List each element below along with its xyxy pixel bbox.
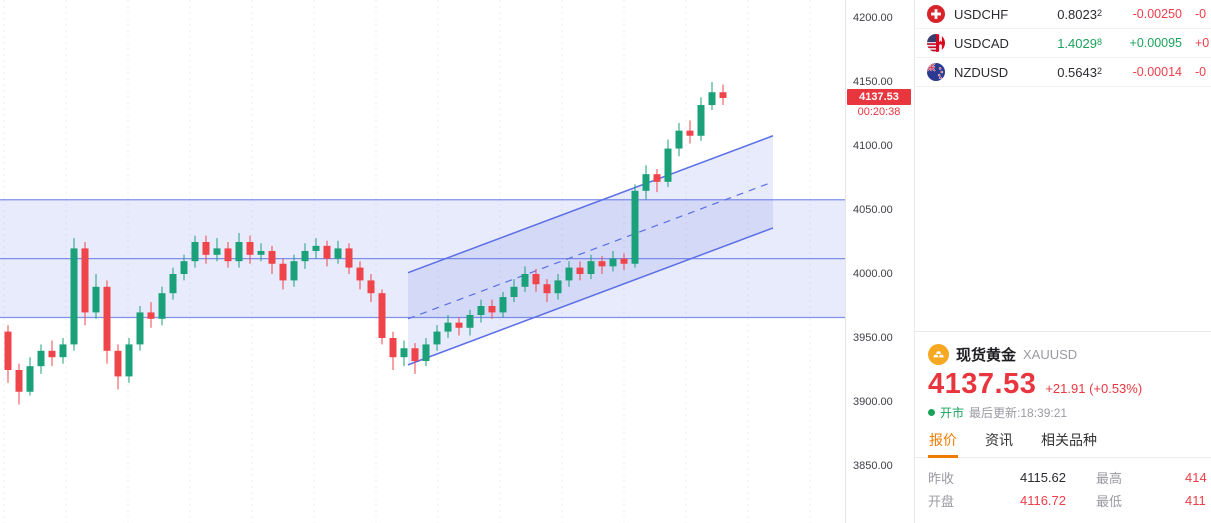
axis-price-label: 4000.00: [853, 268, 893, 280]
panel-spacer: [915, 87, 1211, 331]
instrument-symbol: XAUUSD: [1023, 347, 1078, 362]
market-status: 开市: [940, 406, 965, 420]
watchlist-price: 0.56432: [1057, 64, 1102, 80]
tab-quotes[interactable]: 报价: [928, 430, 958, 458]
instrument-name: 现货黄金: [956, 347, 1017, 364]
gold-coin-icon: [928, 344, 949, 365]
last-update: 最后更新:18:39:21: [969, 406, 1068, 420]
watchlist-change: -0.00014: [1132, 65, 1182, 79]
stat-value: 4115.62: [1019, 470, 1066, 485]
switzerland-flag-icon: [927, 5, 945, 23]
stat-row: 昨收 4115.62 最高 414: [928, 466, 1211, 489]
candlestick-chart[interactable]: [0, 0, 845, 523]
quote-panel: 现货黄金 XAUUSD 4137.53 +21.91 (+0.53%) 开市 最…: [915, 331, 1211, 523]
right-panel: USDCHF 0.80232 -0.00250 -0 USDCAD 1.40298 +0.0…: [914, 0, 1211, 523]
watchlist-symbol: USDCAD: [954, 35, 1009, 51]
price-change: +21.91 (+0.53%): [1045, 381, 1143, 396]
usa-canada-flag-icon: [927, 34, 945, 52]
stat-row: 开盘 4116.72 最低 411: [928, 489, 1211, 512]
axis-price-label: 4050.00: [853, 204, 893, 216]
watchlist-row-usdchf[interactable]: USDCHF 0.80232 -0.00250 -0: [915, 0, 1211, 29]
last-price: 4137.53: [928, 368, 1037, 400]
watchlist-change: +0.00095: [1129, 36, 1182, 50]
axis-price-label: 4200.00: [853, 12, 893, 24]
watchlist-symbol: NZDUSD: [954, 64, 1009, 80]
watchlist-price: 0.80232: [1057, 6, 1102, 22]
watchlist-row-nzdusd[interactable]: NZDUSD 0.56432 -0.00014 -0: [915, 58, 1211, 87]
tab-related[interactable]: 相关品种: [1041, 432, 1097, 448]
stat-label: 最低: [1096, 494, 1123, 509]
tab-news[interactable]: 资讯: [985, 432, 1013, 448]
market-open-dot-icon: [928, 409, 935, 416]
quote-stats: 昨收 4115.62 最高 414 开盘 4116.72 最低 411: [928, 466, 1211, 512]
quote-tabs: 报价 资讯 相关品种: [915, 430, 1211, 458]
stat-value: 4116.72: [1019, 493, 1066, 508]
watchlist-symbol: USDCHF: [954, 6, 1009, 22]
watchlist-row-usdcad[interactable]: USDCAD 1.40298 +0.00095 +0: [915, 29, 1211, 58]
axis-price-label: 3900.00: [853, 396, 893, 408]
watchlist-change-pct-clipped: -0: [1195, 7, 1207, 21]
axis-price-label: 3950.00: [853, 332, 893, 344]
stat-label: 开盘: [928, 494, 955, 509]
axis-price-label: 4150.00: [853, 76, 893, 88]
watchlist-change: -0.00250: [1132, 7, 1182, 21]
quote-price-row: 4137.53 +21.91 (+0.53%): [928, 368, 1211, 401]
chart-canvas[interactable]: [0, 0, 845, 523]
watchlist: USDCHF 0.80232 -0.00250 -0 USDCAD 1.40298 +0.0…: [915, 0, 1211, 87]
axis-price-label: 4100.00: [853, 140, 893, 152]
market-status-row: 开市 最后更新:18:39:21: [928, 404, 1211, 421]
watchlist-price: 1.40298: [1057, 35, 1102, 51]
new-zealand-flag-icon: [927, 63, 945, 81]
watchlist-change-pct-clipped: +0: [1195, 36, 1210, 50]
last-price-tag-value: 4137.53: [847, 88, 911, 105]
stat-value-clipped: 414: [1185, 470, 1207, 485]
watchlist-change-pct-clipped: -0: [1195, 65, 1207, 79]
axis-price-label: 3850.00: [853, 460, 893, 472]
quote-header: 现货黄金 XAUUSD: [928, 344, 1211, 365]
price-axis[interactable]: 4137.53 00:20:38 4200.00 4150.00 4100.00 40…: [845, 0, 914, 523]
stat-value-clipped: 411: [1185, 493, 1206, 508]
stat-label: 最高: [1096, 471, 1123, 486]
candle-countdown: 00:20:38: [847, 105, 911, 118]
last-price-tag: 4137.53 00:20:38: [847, 88, 911, 118]
stat-label: 昨收: [928, 471, 955, 486]
